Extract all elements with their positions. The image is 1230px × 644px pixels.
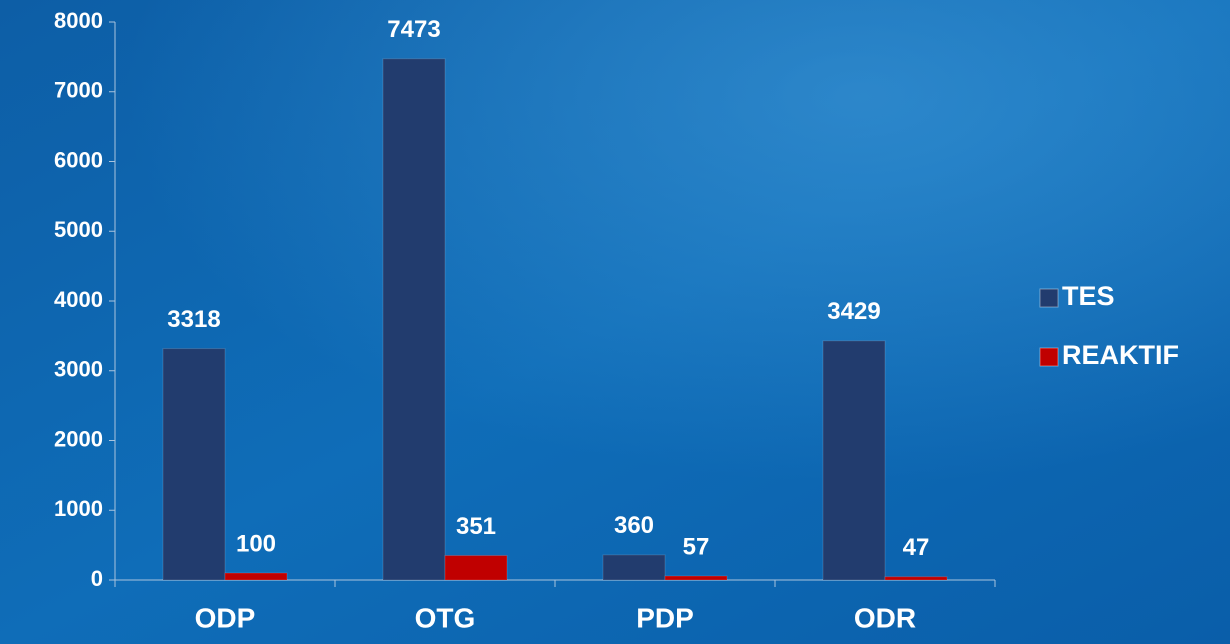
y-tick-label: 8000 — [54, 8, 103, 33]
legend-label: TES — [1062, 281, 1115, 311]
x-tick-label: OTG — [415, 602, 476, 633]
bar — [383, 59, 445, 580]
bar — [225, 573, 287, 580]
chart: 0 1000 2000 3000 4000 5000 6000 7000 8000 ODP 3318… — [0, 0, 1230, 644]
value-label: 7473 — [387, 16, 440, 43]
y-tick-label: 7000 — [54, 78, 103, 103]
x-tick-label: ODR — [854, 602, 916, 633]
value-label: 47 — [903, 534, 930, 561]
bar — [163, 349, 225, 580]
bar — [445, 556, 507, 580]
bar — [823, 341, 885, 580]
x-tick-label: ODP — [195, 602, 256, 633]
value-label: 3429 — [827, 298, 880, 325]
value-label: 57 — [683, 533, 710, 560]
value-label: 3318 — [167, 306, 220, 333]
x-tick-label: PDP — [636, 602, 694, 633]
y-tick-label: 5000 — [54, 217, 103, 242]
legend-label: REAKTIF — [1062, 340, 1179, 370]
bar — [665, 576, 727, 580]
y-tick-label: 1000 — [54, 496, 103, 521]
y-tick-label: 0 — [91, 566, 103, 591]
y-tick-label: 2000 — [54, 426, 103, 451]
legend-swatch — [1040, 348, 1058, 366]
y-tick-label: 4000 — [54, 287, 103, 312]
value-label: 100 — [236, 530, 276, 557]
value-label: 351 — [456, 513, 496, 540]
bar — [603, 555, 665, 580]
y-tick-label: 3000 — [54, 357, 103, 382]
bar — [885, 577, 947, 580]
y-tick-label: 6000 — [54, 147, 103, 172]
legend-swatch — [1040, 289, 1058, 307]
value-label: 360 — [614, 512, 654, 539]
